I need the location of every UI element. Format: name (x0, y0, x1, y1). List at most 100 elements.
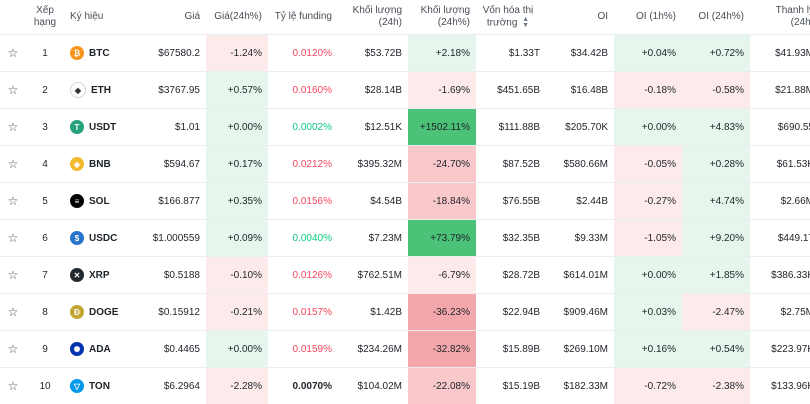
volume-cell: $7.23M (338, 220, 408, 257)
table-header: Xếp hạng Ký hiệu Giá Giá(24h%) Tỷ lệ fun… (0, 0, 810, 35)
market-cap-cell: $451.65B (476, 72, 546, 109)
oi-cell: $2.44B (546, 183, 614, 220)
cardano-icon: ✺ (70, 342, 84, 356)
volume-cell: $234.26M (338, 331, 408, 368)
table-row[interactable]: ☆2◆ETH$3767.95+0.57%0.0160%$28.14B-1.69%… (0, 72, 810, 109)
liquidation-header[interactable]: Thanh lý (24h) (750, 0, 810, 35)
rank-cell: 5 (26, 183, 64, 220)
symbol-label: ADA (89, 344, 111, 355)
star-outline-icon[interactable]: ☆ (8, 120, 19, 134)
table-row[interactable]: ☆4◈BNB$594.67+0.17%0.0212%$395.32M-24.70… (0, 146, 810, 183)
volume-change-cell: +2.18% (408, 35, 476, 72)
symbol-cell[interactable]: ▽TON (70, 379, 130, 393)
price-change-header[interactable]: Giá(24h%) (206, 0, 268, 35)
table-row[interactable]: ☆5≡SOL$166.877+0.35%0.0156%$4.54B-18.84%… (0, 183, 810, 220)
symbol-label: ETH (91, 85, 111, 96)
rank-cell: 7 (26, 257, 64, 294)
oi-cell: $16.48B (546, 72, 614, 109)
funding-rate-cell: 0.0157% (268, 294, 338, 331)
table-row[interactable]: ☆10▽TON$6.2964-2.28%0.0070%$104.02M-22.0… (0, 368, 810, 404)
usdc-icon: $ (70, 231, 84, 245)
oi-24h-cell: +0.54% (682, 331, 750, 368)
volume-change-cell: -36.23% (408, 294, 476, 331)
oi-1h-cell: -0.72% (614, 368, 682, 404)
liquidation-cell: $61.53K (750, 146, 810, 183)
oi-1h-cell: -1.05% (614, 220, 682, 257)
liquidation-cell: $21.88M (750, 72, 810, 109)
symbol-cell[interactable]: ≡SOL (70, 194, 130, 208)
volume-header[interactable]: Khối lượng (24h) (338, 0, 408, 35)
symbol-header[interactable]: Ký hiệu (64, 0, 136, 35)
symbol-cell[interactable]: ✺ ADA (70, 342, 130, 356)
table-row[interactable]: ☆1₿BTC$67580.2-1.24%0.0120%$53.72B+2.18%… (0, 35, 810, 72)
star-outline-icon[interactable]: ☆ (8, 342, 19, 356)
table-body: ☆1₿BTC$67580.2-1.24%0.0120%$53.72B+2.18%… (0, 35, 810, 404)
rank-cell: 10 (26, 368, 64, 404)
star-outline-icon[interactable]: ☆ (8, 268, 19, 282)
bnb-icon: ◈ (70, 157, 84, 171)
symbol-cell[interactable]: ₿BTC (70, 46, 130, 60)
funding-rate-header[interactable]: Tỷ lệ funding (268, 0, 338, 35)
solana-icon: ≡ (70, 194, 84, 208)
price-change-cell: -2.28% (206, 368, 268, 404)
funding-rate-cell: 0.0126% (268, 257, 338, 294)
symbol-cell[interactable]: ◈BNB (70, 157, 130, 171)
liquidation-cell: $223.97K (750, 331, 810, 368)
oi-1h-cell: +0.00% (614, 257, 682, 294)
funding-rate-cell: 0.0159% (268, 331, 338, 368)
liquidation-cell: $386.33K (750, 257, 810, 294)
star-outline-icon[interactable]: ☆ (8, 46, 19, 60)
volume-change-cell: +73.79% (408, 220, 476, 257)
rank-header[interactable]: Xếp hạng (26, 0, 64, 35)
market-cap-cell: $87.52B (476, 146, 546, 183)
star-outline-icon[interactable]: ☆ (8, 231, 19, 245)
price-cell: $0.15912 (136, 294, 206, 331)
liquidation-cell: $2.75M (750, 294, 810, 331)
table-row[interactable]: ☆7✕XRP$0.5188-0.10%0.0126%$762.51M-6.79%… (0, 257, 810, 294)
rank-cell: 8 (26, 294, 64, 331)
symbol-cell[interactable]: $USDC (70, 231, 130, 245)
table-row[interactable]: ☆9✺ADA$0.4465+0.00%0.0159%$234.26M-32.82… (0, 331, 810, 368)
liquidation-cell: $133.96K (750, 368, 810, 404)
volume-change-cell: +1502.11% (408, 109, 476, 146)
volume-change-cell: -6.79% (408, 257, 476, 294)
funding-rate-cell: 0.0120% (268, 35, 338, 72)
liquidation-cell: $2.66M (750, 183, 810, 220)
favorite-column-header (0, 0, 26, 35)
oi-1h-cell: -0.18% (614, 72, 682, 109)
market-cap-header[interactable]: Vốn hóa thị trường ▲▼ (476, 0, 546, 35)
star-outline-icon[interactable]: ☆ (8, 83, 19, 97)
star-outline-icon[interactable]: ☆ (8, 194, 19, 208)
symbol-cell[interactable]: ✕XRP (70, 268, 130, 282)
oi-header[interactable]: OI (546, 0, 614, 35)
star-outline-icon[interactable]: ☆ (8, 157, 19, 171)
oi-1h-cell: +0.04% (614, 35, 682, 72)
oi-24h-cell: +0.72% (682, 35, 750, 72)
liquidation-cell: $41.93M (750, 35, 810, 72)
volume-cell: $395.32M (338, 146, 408, 183)
star-outline-icon[interactable]: ☆ (8, 305, 19, 319)
sort-arrows-icon[interactable]: ▲▼ (522, 17, 529, 29)
rank-cell: 1 (26, 35, 64, 72)
oi-24h-header[interactable]: OI (24h%) (682, 0, 750, 35)
tether-icon: T (70, 120, 84, 134)
price-cell: $0.4465 (136, 331, 206, 368)
liquidation-cell: $690.55 (750, 109, 810, 146)
volume-change-header[interactable]: Khối lượng (24h%) (408, 0, 476, 35)
volume-change-cell: -32.82% (408, 331, 476, 368)
price-header[interactable]: Giá (136, 0, 206, 35)
market-cap-cell: $1.33T (476, 35, 546, 72)
oi-1h-cell: -0.27% (614, 183, 682, 220)
symbol-cell[interactable]: ◆ETH (70, 82, 130, 98)
funding-rate-cell: 0.0160% (268, 72, 338, 109)
oi-1h-cell: +0.00% (614, 109, 682, 146)
price-change-cell: -1.24% (206, 35, 268, 72)
table-row[interactable]: ☆6$USDC$1.000559+0.09%0.0040%$7.23M+73.7… (0, 220, 810, 257)
star-outline-icon[interactable]: ☆ (8, 379, 19, 393)
volume-cell: $1.42B (338, 294, 408, 331)
oi-1h-header[interactable]: OI (1h%) (614, 0, 682, 35)
